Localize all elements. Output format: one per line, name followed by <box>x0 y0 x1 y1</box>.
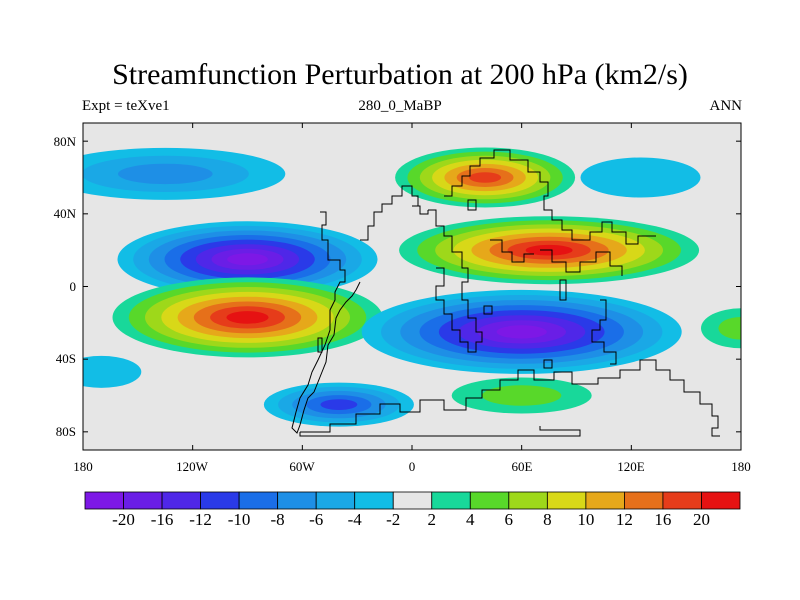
lat-tick-label: 40N <box>53 206 76 221</box>
coastline <box>291 149 720 437</box>
colorbar <box>84 491 741 510</box>
colorbar-label: -6 <box>309 510 324 529</box>
lat-tick-label: 80N <box>53 134 76 149</box>
contour-band <box>496 325 547 339</box>
colorbar-label: -12 <box>189 510 212 529</box>
contour-band <box>118 163 213 185</box>
colorbar-label: 20 <box>693 510 710 529</box>
colorbar-label: 10 <box>577 510 595 529</box>
north-america-coastline <box>360 185 419 241</box>
lat-tick-label: 40S <box>55 351 76 366</box>
contour-band <box>226 311 269 324</box>
lon-tick-label: 0 <box>408 459 416 474</box>
colorbar-swatch <box>624 491 664 510</box>
colorbar-swatch <box>508 491 548 510</box>
arabia-coastline <box>490 239 534 263</box>
contour-band <box>482 385 562 406</box>
colorbar-label: -2 <box>386 510 401 529</box>
lat-tick-label: 80S <box>55 424 76 439</box>
lon-tick-label: 60E <box>511 459 533 474</box>
colorbar-swatch <box>585 491 625 510</box>
lon-tick-label: 180 <box>73 459 93 474</box>
africa-coastline <box>428 209 483 353</box>
mediterranean-coastline <box>412 205 429 215</box>
colorbar-swatch <box>84 491 124 510</box>
contour-band <box>227 253 268 266</box>
contour-band <box>83 355 142 388</box>
colorbar-label: 2 <box>427 510 437 529</box>
colorbar-label: 6 <box>504 510 514 529</box>
colorbar-swatch <box>662 491 702 510</box>
colorbar-label: 4 <box>466 510 475 529</box>
lon-tick-label: 180 <box>731 459 751 474</box>
colorbar-swatch <box>315 491 356 510</box>
colorbar-label: 16 <box>654 510 672 529</box>
colorbar-label: -4 <box>347 510 362 529</box>
experiment-label: Expt = teXve1 <box>82 98 170 114</box>
antarctica-coastline <box>300 359 720 437</box>
colorbar-swatch <box>200 491 240 510</box>
colorbar-label: 8 <box>543 510 552 529</box>
lon-tick-label: 120W <box>176 459 208 474</box>
colorbar-label: -16 <box>150 510 174 529</box>
colorbar-swatch <box>431 491 471 510</box>
colorbar-swatch <box>701 491 741 510</box>
colorbar-label: -8 <box>270 510 285 529</box>
contour-band <box>718 317 741 340</box>
lon-tick-label: 120E <box>617 459 645 474</box>
americas-coastline <box>291 211 361 434</box>
axis-ticks <box>82 123 742 450</box>
pacific-america-outline <box>317 337 323 353</box>
lon-tick-label: 60W <box>289 459 315 474</box>
colorbar-swatch <box>354 491 394 510</box>
colorbar-swatch <box>123 491 163 510</box>
colorbar-swatch <box>546 491 587 510</box>
colorbar-swatch <box>469 491 510 510</box>
eurasia-coastline <box>444 149 656 245</box>
contour-band <box>320 399 358 410</box>
contour-band <box>580 157 701 198</box>
asia-coast-east <box>540 249 623 276</box>
colorbar-label: 12 <box>615 510 633 529</box>
colorbar-swatch <box>161 491 201 510</box>
colorbar-label: -10 <box>227 510 251 529</box>
islands-outline <box>467 199 553 369</box>
period-label: 280_0_MaBP <box>358 98 442 114</box>
antarctic-ross-coastline <box>299 426 581 437</box>
australia-coastline <box>591 299 617 365</box>
contour-band <box>469 172 502 183</box>
colorbar-swatch <box>238 491 279 510</box>
colorbar-label: -20 <box>112 510 135 529</box>
lat-tick-label: 0 <box>69 279 77 294</box>
india-coastline <box>559 279 567 301</box>
colorbar-swatch <box>392 491 433 510</box>
map-title: Streamfunction Perturbation at 200 hPa (… <box>112 58 688 91</box>
colorbar-swatch <box>277 491 317 510</box>
season-label: ANN <box>709 98 743 114</box>
